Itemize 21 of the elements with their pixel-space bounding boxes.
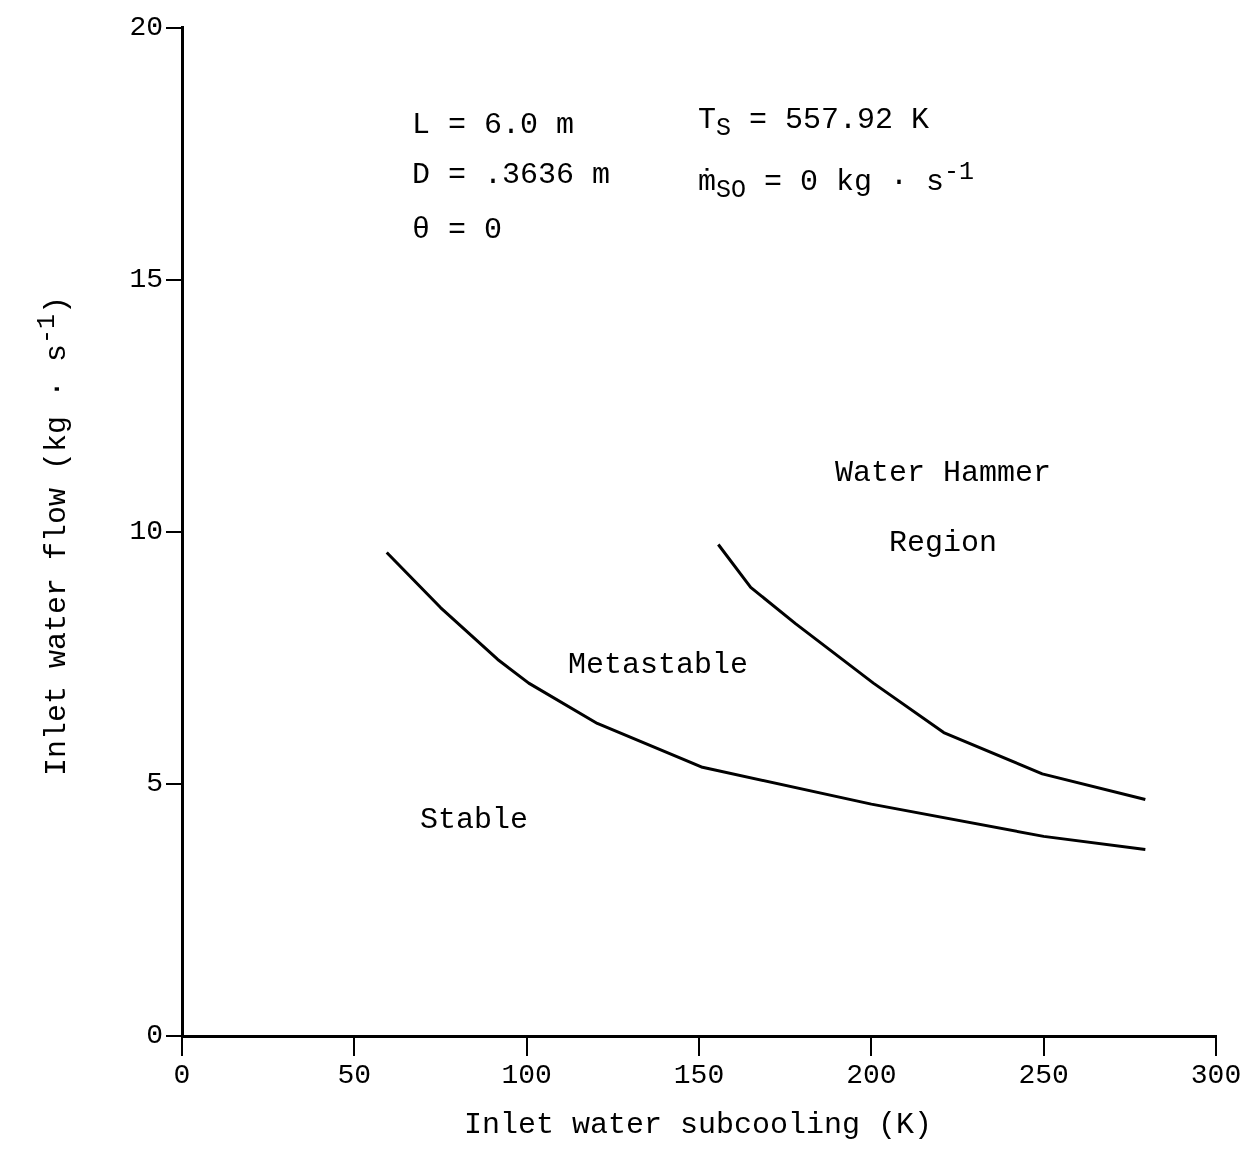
x-tick-label: 300 [1190,1060,1242,1092]
text: Water Hammer Region [834,456,1052,560]
x-tick-label: 200 [846,1060,897,1092]
x-tick-label: 250 [1018,1060,1069,1092]
annotation: T$_{S}$ = 557.92 K [698,103,930,143]
annotation: Stable [420,803,529,837]
annotation: Metastable [568,648,749,682]
x-axis-title: Inlet water subcooling (K) [462,1108,934,1142]
y-tick-label: 20 [129,12,163,44]
y-tick-label: 15 [129,264,163,296]
y-tick-label: 0 [146,1020,163,1052]
annotation: D = .3636 m [412,158,611,192]
annotation: L = 6.0 m [412,108,575,142]
x-tick-label: 0 [173,1060,191,1092]
y-tick-label: 10 [129,516,163,548]
x-tick-label: 100 [501,1060,552,1092]
y-tick-label: 5 [146,768,163,800]
annotation: ṁ$_{SO}$ = 0 kg · s$^{-1}$ [698,158,975,205]
annotation: θ = 0 [412,213,503,247]
x-tick-label: 50 [337,1060,372,1092]
x-tick-label: 150 [673,1060,725,1092]
